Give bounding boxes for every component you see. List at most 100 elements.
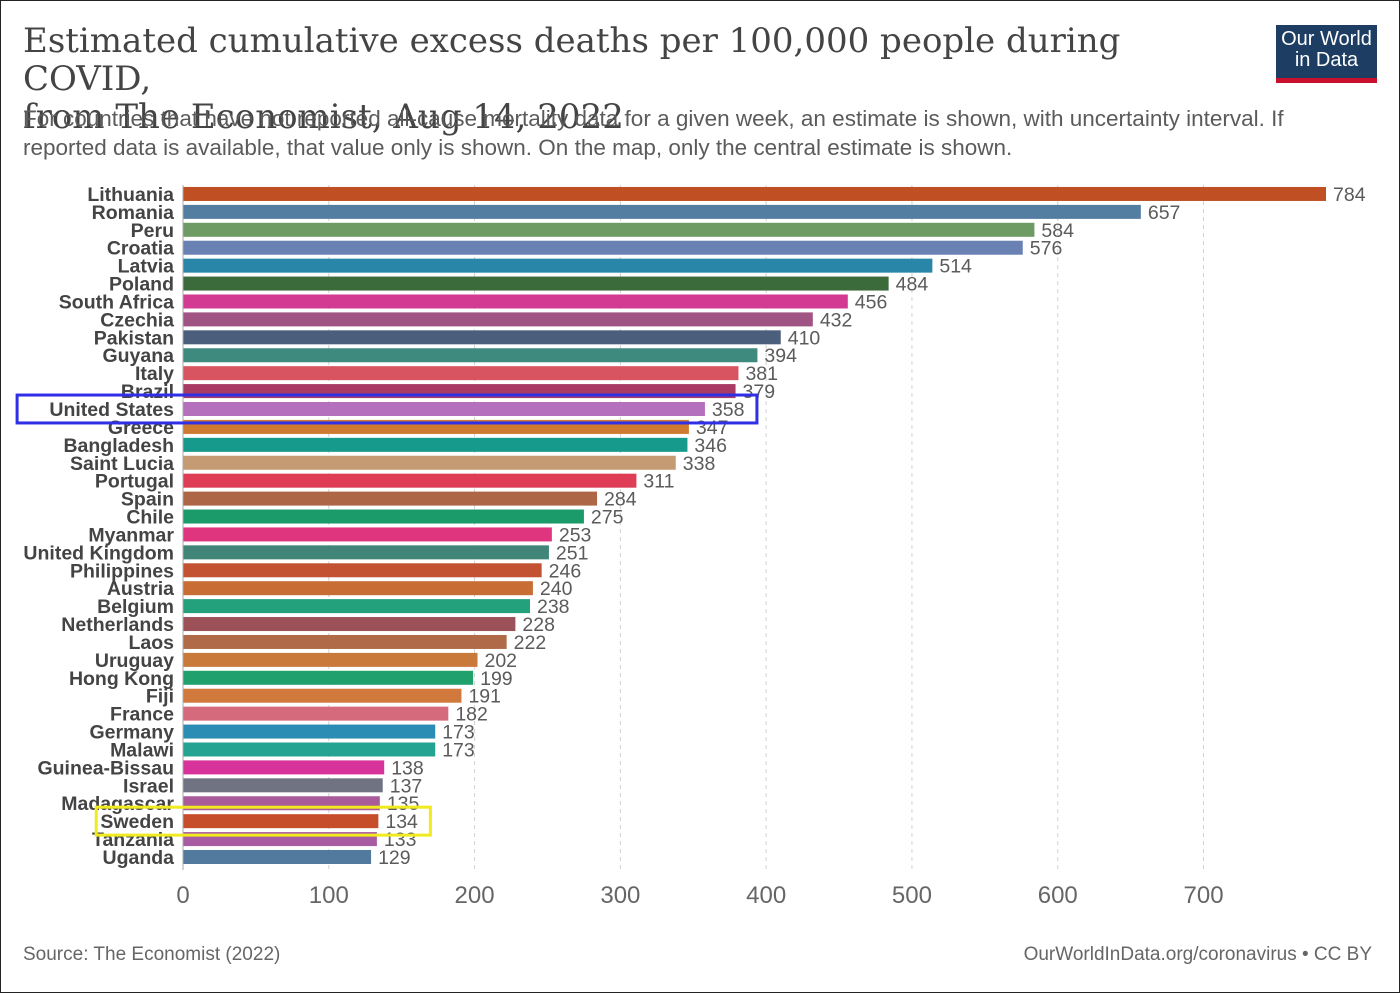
bar-6 <box>183 294 848 309</box>
value-label-18: 275 <box>591 507 624 529</box>
category-label-23: Belgium <box>97 596 174 618</box>
category-label-21: Philippines <box>70 560 174 582</box>
bar-8 <box>183 330 781 345</box>
bar-20 <box>183 545 549 560</box>
category-label-33: Israel <box>123 775 174 797</box>
category-label-0: Lithuania <box>87 184 174 206</box>
value-label-8: 410 <box>788 327 821 349</box>
highlight-box-1 <box>94 805 432 837</box>
category-label-9: Guyana <box>102 345 174 367</box>
value-label-28: 191 <box>468 686 501 708</box>
value-label-25: 222 <box>514 632 547 654</box>
tick-label-700: 700 <box>1184 882 1224 909</box>
tick-label-100: 100 <box>309 882 349 909</box>
category-label-7: Czechia <box>100 309 174 331</box>
bar-4 <box>183 258 933 273</box>
value-label-12: 358 <box>712 399 745 421</box>
tick-label-0: 0 <box>176 882 189 909</box>
category-label-30: Germany <box>89 722 174 744</box>
value-label-3: 576 <box>1030 238 1063 260</box>
bar-12 <box>183 402 705 416</box>
category-label-11: Brazil <box>121 381 174 403</box>
logo-line-1: Our World <box>1281 28 1372 50</box>
bar-7 <box>183 312 813 327</box>
bar-0 <box>183 186 1326 201</box>
category-label-6: South Africa <box>59 291 174 313</box>
bar-25 <box>183 634 507 649</box>
category-label-18: Chile <box>126 507 174 529</box>
value-label-10: 381 <box>745 363 778 385</box>
bar-1 <box>183 204 1141 219</box>
category-label-8: Pakistan <box>94 327 174 349</box>
category-label-28: Fiji <box>146 686 174 708</box>
value-label-21: 246 <box>549 560 582 582</box>
bar-23 <box>183 599 530 614</box>
value-label-20: 251 <box>556 542 589 564</box>
bar-27 <box>183 670 474 685</box>
category-label-32: Guinea-Bissau <box>37 757 174 779</box>
category-label-10: Italy <box>135 363 174 385</box>
category-label-37: Uganda <box>102 847 174 869</box>
bar-29 <box>183 706 449 721</box>
value-label-19: 253 <box>559 524 592 546</box>
bar-24 <box>183 617 516 632</box>
category-label-4: Latvia <box>118 256 175 278</box>
subtitle-line-1: For countries that have not reported all… <box>23 106 1284 131</box>
bar-37 <box>183 850 372 864</box>
source-note: Source: The Economist (2022) <box>23 944 281 965</box>
title-line-1: Estimated cumulative excess deaths per 1… <box>23 21 1121 99</box>
our-world-in-data-logo[interactable]: Our World in Data <box>1276 25 1377 83</box>
value-label-37: 129 <box>378 847 411 869</box>
bar-26 <box>183 652 478 667</box>
value-label-1: 657 <box>1148 202 1181 224</box>
value-label-5: 484 <box>896 274 929 296</box>
bar-19 <box>183 527 552 542</box>
category-label-20: United Kingdom <box>23 542 174 564</box>
category-label-34: Madagascar <box>61 793 174 815</box>
chart-title: Estimated cumulative excess deaths per 1… <box>23 22 1243 136</box>
category-label-2: Peru <box>131 220 174 242</box>
bar-21 <box>183 563 542 578</box>
value-label-6: 456 <box>855 291 888 313</box>
category-label-29: France <box>110 704 174 726</box>
value-label-32: 138 <box>391 757 424 779</box>
value-label-14: 346 <box>694 435 727 457</box>
bar-28 <box>183 688 462 703</box>
bar-33 <box>183 778 383 793</box>
category-label-3: Croatia <box>107 238 174 260</box>
value-label-24: 228 <box>522 614 555 636</box>
bar-3 <box>183 240 1023 255</box>
bar-10 <box>183 366 739 381</box>
bar-35 <box>183 814 379 829</box>
credit-link[interactable]: OurWorldInData.org/coronavirus • CC BY <box>1023 944 1372 965</box>
value-label-2: 584 <box>1041 220 1074 242</box>
tick-label-600: 600 <box>1038 882 1078 909</box>
chart-subtitle: For countries that have not reported all… <box>23 104 1383 162</box>
category-label-16: Portugal <box>95 471 174 493</box>
category-label-26: Uruguay <box>95 650 174 672</box>
value-label-35: 134 <box>385 811 418 833</box>
bar-31 <box>183 742 436 757</box>
bar-17 <box>183 491 598 506</box>
subtitle-line-2: reported data is available, that value o… <box>23 135 1013 160</box>
value-label-9: 394 <box>764 345 797 367</box>
value-label-34: 135 <box>387 793 420 815</box>
bar-9 <box>183 348 758 363</box>
logo-line-2: in Data <box>1294 49 1359 71</box>
value-label-22: 240 <box>540 578 573 600</box>
bar-15 <box>183 455 676 470</box>
tick-label-200: 200 <box>455 882 495 909</box>
category-label-5: Poland <box>109 274 174 296</box>
category-label-15: Saint Lucia <box>70 453 174 475</box>
highlight-box-0 <box>15 393 759 425</box>
value-label-11: 379 <box>743 381 776 403</box>
tick-label-400: 400 <box>746 882 786 909</box>
value-label-29: 182 <box>455 704 488 726</box>
value-label-4: 514 <box>939 256 972 278</box>
title-line-2: from The Economist, Aug 14, 2022 <box>23 97 624 137</box>
category-label-24: Netherlands <box>61 614 174 636</box>
value-label-33: 137 <box>390 775 423 797</box>
bar-18 <box>183 509 584 524</box>
value-label-17: 284 <box>604 489 637 511</box>
